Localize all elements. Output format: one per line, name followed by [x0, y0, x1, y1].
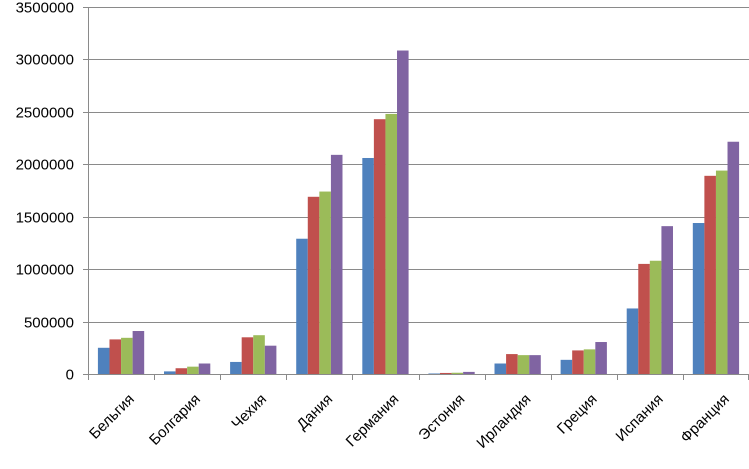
y-tick-label: 0: [66, 367, 74, 384]
y-tick-label: 1000000: [16, 262, 74, 279]
bar: [583, 349, 596, 374]
x-tick-label: Германия: [343, 391, 403, 451]
bar: [385, 113, 398, 374]
bar: [428, 373, 440, 374]
bar: [704, 175, 716, 374]
bar: [132, 331, 145, 374]
bar: [494, 363, 507, 374]
x-tick-label: Греция: [554, 391, 601, 438]
bar: [439, 372, 452, 374]
bar: [164, 371, 176, 374]
bar: [715, 170, 728, 374]
bar: [198, 363, 211, 374]
bar: [463, 371, 475, 374]
bar: [692, 223, 705, 374]
bar: [517, 355, 530, 374]
bar: [264, 345, 277, 374]
bar: [230, 361, 242, 374]
bar: [638, 263, 650, 374]
x-tick-label: Дания: [294, 391, 337, 434]
x-tick-labels: Бельгия Болгария Чехия Дания Германия Эстония…: [86, 391, 733, 452]
x-tick-label: Испания: [613, 391, 667, 445]
bar: [253, 335, 265, 374]
y-tick-label: 3000000: [16, 52, 74, 69]
bar: [175, 368, 188, 374]
bar: [661, 226, 673, 374]
bar: [121, 337, 133, 374]
bar: [97, 347, 110, 374]
y-tick-label: 3500000: [16, 0, 74, 17]
y-tick-label: 500000: [24, 315, 74, 332]
bar: [649, 260, 662, 374]
bar: [296, 238, 308, 374]
bar: [187, 366, 199, 374]
bar: [595, 342, 607, 374]
axes: [83, 7, 749, 380]
bar: [506, 354, 518, 374]
grid-lines: [88, 7, 749, 323]
bar: [572, 350, 584, 374]
y-tick-label: 1500000: [16, 210, 74, 227]
bar: [330, 154, 343, 374]
bar: [626, 308, 639, 374]
y-tick-label: 2500000: [16, 105, 74, 122]
bar: [241, 337, 254, 374]
y-tick-label: 2000000: [16, 157, 74, 174]
bars: [97, 50, 740, 375]
x-tick-label: Бельгия: [86, 391, 138, 443]
bar: [373, 119, 386, 374]
x-tick-label: Болгария: [146, 391, 204, 449]
bar: [529, 355, 541, 374]
x-tick-label: Чехия: [228, 391, 270, 433]
bar: [307, 196, 320, 374]
x-tick-label: Эстония: [415, 391, 468, 444]
bar: [397, 50, 409, 375]
bar: [560, 359, 573, 374]
bar: [451, 372, 464, 374]
bar: [727, 141, 740, 374]
x-tick-label: Франция: [677, 391, 732, 446]
y-tick-labels: 0 500000 1000000 1500000 2000000 2500000 30000…: [16, 0, 74, 384]
bar: [319, 191, 331, 374]
bar: [109, 339, 122, 374]
x-tick-label: Ирландия: [473, 391, 534, 452]
bar: [362, 157, 374, 374]
